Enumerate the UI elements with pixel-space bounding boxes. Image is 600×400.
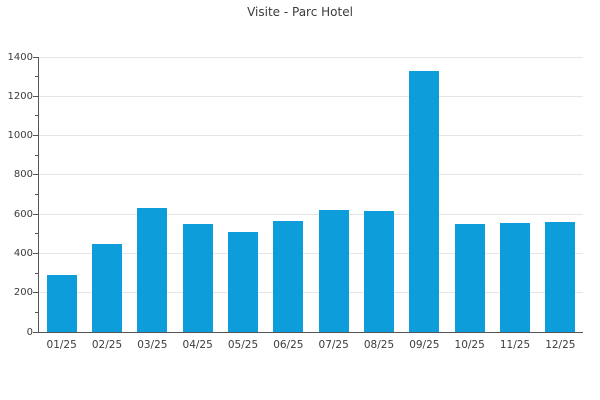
y-axis-tick-label: 800 [13, 169, 33, 181]
y-axis-major-tick [33, 252, 38, 254]
y-axis-minor-tick [35, 272, 38, 274]
bar [137, 208, 168, 332]
gridline [39, 95, 583, 97]
bar [500, 222, 530, 332]
bar [46, 275, 77, 332]
x-axis-tick-label: 08/25 [363, 339, 395, 351]
bar [273, 221, 304, 332]
y-axis-major-tick [33, 95, 38, 97]
y-axis-tick-label: 400 [13, 247, 33, 259]
y-axis: 0 200 400 600 800 1000 1200 1400 [0, 52, 33, 338]
y-axis-tick-label: 1200 [7, 90, 33, 102]
x-axis-tick-label: 05/25 [227, 339, 259, 351]
x-axis-tick-label: 09/25 [409, 339, 440, 351]
y-axis-minor-tick [35, 233, 38, 235]
y-axis-minor-tick [35, 76, 38, 78]
y-axis-major-tick [33, 56, 38, 58]
bar [454, 223, 485, 332]
chart-title: Visite - Parc Hotel [247, 5, 353, 19]
bar [182, 223, 213, 332]
gridline [39, 213, 583, 215]
bar [318, 210, 349, 332]
y-axis-minor-tick [35, 311, 38, 313]
gridline [39, 292, 583, 294]
x-axis-tick-label: 10/25 [454, 339, 485, 351]
x-axis-tick-label: 07/25 [318, 339, 349, 351]
y-axis-minor-tick [35, 115, 38, 117]
y-axis-minor-tick [35, 194, 38, 195]
y-axis-tick-label: 600 [13, 208, 33, 220]
gridline [39, 174, 583, 176]
x-axis-tick-label: 03/25 [137, 339, 168, 351]
y-axis-tick-label: 200 [13, 287, 33, 299]
x-axis-tick-label: 06/25 [273, 339, 304, 351]
x-axis-tick-label: 04/25 [182, 339, 213, 351]
gridline [39, 252, 583, 254]
plot-area: 01/25 02/25 03/25 04/25 05/25 06/25 07/25 08/25… [33, 56, 583, 351]
bar [364, 211, 394, 332]
gridline [39, 56, 583, 58]
y-axis-major-tick [33, 292, 38, 294]
y-axis-tick-label: 0 [26, 326, 33, 338]
bar [545, 222, 576, 332]
y-axis-tick-label: 1400 [7, 51, 33, 63]
y-axis-tick-label: 1000 [7, 130, 33, 142]
y-axis-major-tick [33, 331, 38, 333]
x-axis-tick-label: 11/25 [499, 339, 531, 351]
y-axis-major-tick [33, 174, 38, 176]
x-axis-tick-label: 01/25 [46, 339, 77, 351]
y-axis-major-tick [33, 135, 38, 137]
bar [228, 231, 258, 332]
x-axis-tick-label: 02/25 [91, 339, 123, 351]
y-axis-major-tick [33, 213, 38, 215]
y-axis-minor-tick [35, 154, 38, 156]
bar [409, 70, 440, 332]
bar [92, 243, 122, 332]
gridline [39, 135, 583, 137]
x-axis-tick-label: 12/25 [545, 339, 576, 351]
